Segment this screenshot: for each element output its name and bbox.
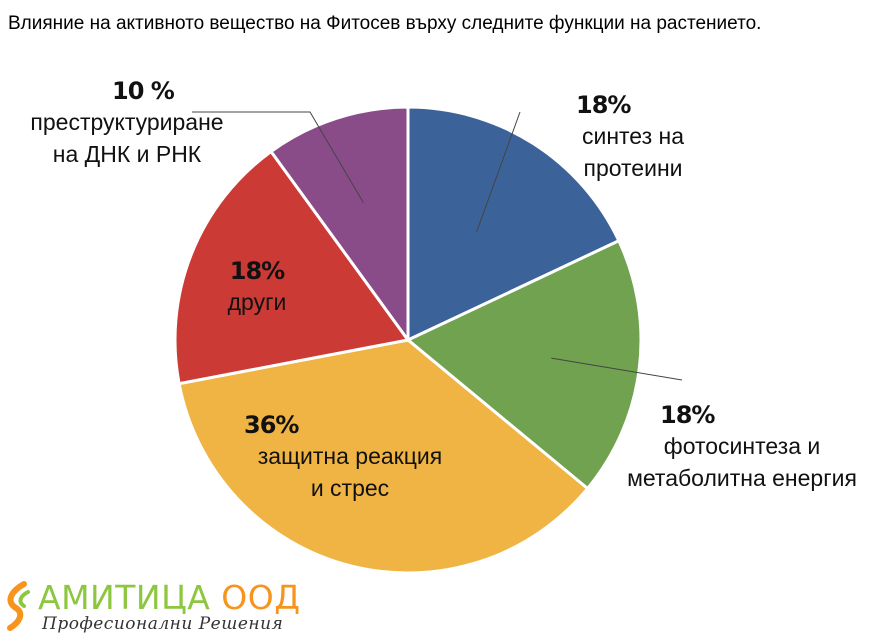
slice-label-dna-rna: 10 % преструктуриране на ДНК и РНК xyxy=(12,76,242,170)
leader-line xyxy=(192,111,364,203)
logo-name-part1: АМИТИЦА xyxy=(38,578,211,617)
leader-line xyxy=(476,111,521,232)
slice-label-defense-stress: 36% защитна реакция и стрес xyxy=(240,410,460,504)
slice-label-other: 18% други xyxy=(212,256,302,318)
logo-swoosh-icon xyxy=(7,581,30,631)
slice-percent: 18% xyxy=(229,257,285,285)
slice-text: синтез на протеини xyxy=(581,123,685,181)
logo-name: АМИТИЦА ООД xyxy=(38,578,301,617)
slice-text: преструктуриране на ДНК и РНК xyxy=(30,109,224,167)
slice-percent: 10 % xyxy=(112,77,175,105)
slice-text: други xyxy=(227,289,287,315)
slice-text: защитна реакция и стрес xyxy=(257,443,443,501)
slice-label-photosynthesis: 18% фотосинтеза и метаболитна енергия xyxy=(598,400,886,494)
logo-name-part2: ООД xyxy=(210,578,301,617)
slice-other xyxy=(173,149,410,386)
chart-title: Влияние на активното вещество на Фитосев… xyxy=(8,13,762,34)
slice-percent: 18% xyxy=(576,91,631,119)
company-logo: АМИТИЦА ООД Професионални Решения xyxy=(2,578,302,638)
logo-tagline: Професионални Решения xyxy=(42,614,284,634)
slice-label-protein-synthesis: 18% синтез на протеини xyxy=(548,90,718,184)
slice-percent: 36% xyxy=(244,411,299,439)
slice-photosynthesis xyxy=(406,239,643,491)
slice-text: фотосинтеза и метаболитна енергия xyxy=(627,433,857,491)
slice-dna-rna xyxy=(269,105,410,342)
leader-line xyxy=(551,357,683,381)
slice-percent: 18% xyxy=(660,401,715,429)
slice-protein-synthesis xyxy=(406,105,621,342)
slice-defense-stress xyxy=(177,338,590,575)
